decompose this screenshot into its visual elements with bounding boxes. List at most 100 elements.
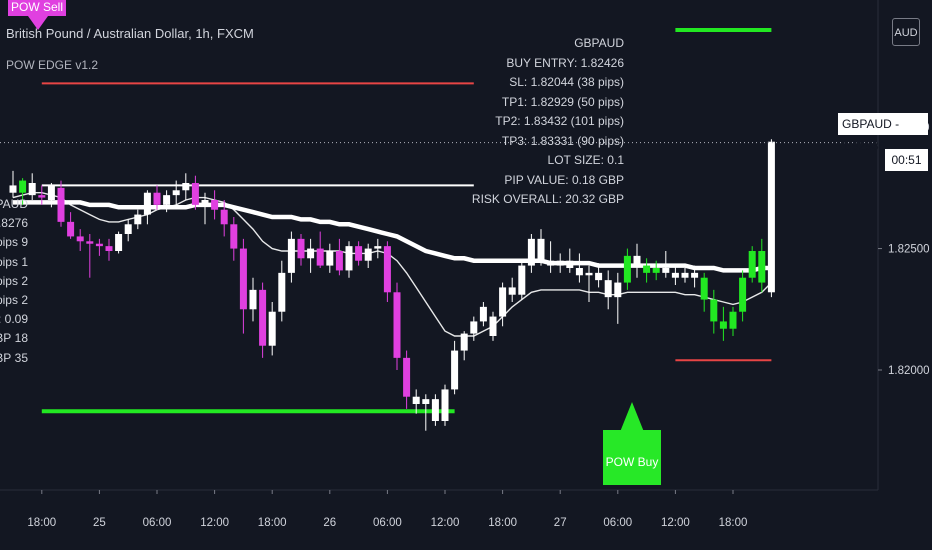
candle-body — [403, 357, 411, 397]
candle — [585, 265, 593, 302]
pow-buy-signal: POW Buy — [603, 430, 661, 485]
candle — [201, 192, 209, 225]
candle — [19, 178, 27, 205]
candle-body — [499, 287, 507, 317]
time-tick-label: 26 — [323, 517, 336, 529]
candle — [239, 238, 247, 334]
candle-body — [124, 224, 132, 234]
candle-body — [211, 200, 219, 210]
candle — [614, 272, 622, 324]
candle — [479, 302, 487, 327]
trade-info-line: TP2: 1.83432 (101 pips) — [495, 114, 624, 128]
currency-button[interactable]: AUD — [892, 18, 920, 46]
time-tick-label: 12:00 — [431, 517, 460, 529]
symbol-title: British Pound / Australian Dollar, 1h, F… — [6, 26, 254, 41]
candle-body — [230, 224, 238, 249]
candle-body — [700, 277, 708, 300]
candle — [633, 243, 641, 278]
candle-body — [662, 268, 670, 273]
candle-body — [47, 185, 55, 200]
trade-info-line: SL: 1.82044 (38 pips) — [509, 75, 624, 89]
candle — [431, 394, 439, 426]
candle-body — [710, 299, 718, 322]
time-tick-label: 18:00 — [27, 517, 56, 529]
candle — [527, 234, 535, 273]
candle — [739, 270, 747, 322]
candle — [470, 316, 478, 341]
candle — [143, 190, 151, 225]
candle — [460, 331, 468, 361]
candle-body — [316, 248, 324, 266]
candle — [76, 229, 84, 251]
candle-body — [249, 289, 257, 310]
candle-body — [441, 389, 449, 421]
candle — [153, 185, 161, 210]
candle-body — [297, 238, 305, 259]
candle-body — [508, 287, 516, 295]
previous-trade-info-line: 35 GBP — [0, 350, 28, 365]
price-levels — [41, 28, 772, 414]
bar-countdown-label: 00:51 — [885, 149, 928, 171]
candle-body — [614, 282, 622, 298]
candle-body — [355, 246, 363, 261]
candle — [652, 260, 660, 281]
trade-info-line: TP3: 1.83331 (90 pips) — [501, 133, 624, 148]
previous-trade-info-panel: GBPAUD 1.8276 9 pips) 1 pips) 2 pips) 2 pips)… — [0, 195, 28, 368]
candle — [662, 251, 670, 278]
candle-body — [287, 238, 295, 273]
candle — [316, 231, 324, 268]
candle — [595, 263, 603, 288]
candle — [163, 190, 171, 213]
trade-info-line: TP1: 1.82929 (50 pips) — [501, 94, 624, 109]
indicator-title[interactable]: POW EDGE v1.2 — [6, 58, 99, 72]
candle — [105, 238, 113, 261]
candle — [355, 241, 363, 266]
previous-trade-info-line: 2 pips) — [0, 293, 28, 308]
candle-body — [374, 246, 382, 249]
pow-sell-arrow — [28, 16, 48, 30]
axes: 1.820001.825001.8300018:002506:0012:0018… — [0, 0, 930, 529]
time-tick-label: 12:00 — [200, 517, 229, 529]
candle — [604, 270, 612, 310]
candle — [499, 282, 507, 327]
candle — [623, 248, 631, 290]
candle-body — [479, 306, 487, 322]
candle — [508, 277, 516, 302]
candle — [47, 183, 55, 208]
candle — [403, 350, 411, 409]
candle-body — [729, 311, 737, 329]
candle-body — [19, 180, 27, 193]
pow-buy-arrow — [620, 402, 644, 432]
candle — [297, 234, 305, 266]
candle — [172, 180, 180, 205]
candle — [422, 394, 430, 431]
candle-body — [460, 333, 468, 351]
candle-body — [470, 321, 478, 334]
pow-sell-signal: POW Sell — [8, 0, 66, 16]
candle — [86, 234, 94, 278]
candle-body — [748, 251, 756, 278]
candle — [451, 340, 459, 395]
candle-body — [191, 183, 199, 205]
candle — [412, 389, 420, 414]
candle — [566, 248, 574, 273]
candle — [556, 253, 564, 273]
candle-body — [422, 399, 430, 404]
candle-body — [719, 321, 727, 329]
candle-body — [623, 255, 631, 283]
candle-body — [364, 248, 372, 261]
candle — [326, 243, 334, 273]
candle-body — [326, 251, 334, 266]
candle — [335, 238, 343, 276]
candle-body — [633, 255, 641, 266]
candle-body — [307, 248, 315, 259]
time-tick-label: 12:00 — [661, 517, 690, 529]
candle-body — [115, 234, 123, 251]
candle-body — [652, 268, 660, 273]
candle — [124, 219, 132, 242]
previous-trade-info-line: 9 pips) — [0, 235, 28, 250]
candle-body — [537, 238, 545, 261]
candle-body — [604, 280, 612, 298]
